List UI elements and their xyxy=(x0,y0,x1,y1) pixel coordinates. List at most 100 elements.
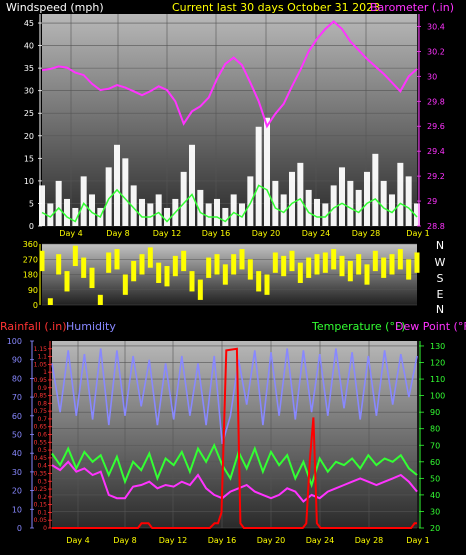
windspeed-bar xyxy=(80,176,87,226)
rain-x-tick-label: Day 1 xyxy=(406,536,429,545)
windspeed-bar xyxy=(372,153,379,226)
windspeed-bar xyxy=(230,194,237,226)
temperature-tick-label: 120 xyxy=(430,359,445,368)
windspeed-bar xyxy=(280,194,287,226)
windspeed-bar xyxy=(130,185,137,226)
dewpoint-line xyxy=(51,460,418,503)
windspeed-bar xyxy=(355,189,362,226)
rainfall-tick-label: 0.3 xyxy=(37,478,47,485)
windspeed-bar xyxy=(214,198,220,226)
windspeed-axis-label: Windspeed (mph) xyxy=(6,1,104,14)
rain-x-tick-label: Day 24 xyxy=(306,536,335,545)
temperature-tick-label: 70 xyxy=(430,441,440,450)
windspeed-bar xyxy=(114,144,120,226)
windspeed-tick-label: 35 xyxy=(24,64,34,73)
windspeed-bar xyxy=(147,203,154,226)
wind-x-tick-label: Day 28 xyxy=(352,229,381,238)
rain-x-tick-label: Day 4 xyxy=(66,536,89,545)
windspeed-bar xyxy=(405,176,412,226)
temperature-line xyxy=(51,442,418,489)
rain-x-tick-label: Day 8 xyxy=(113,536,136,545)
windspeed-bar xyxy=(39,185,45,226)
temperature-axis-label: Temperature (°F) xyxy=(311,320,406,333)
windspeed-bar xyxy=(289,171,295,226)
windspeed-tick-label: 45 xyxy=(24,19,34,28)
wind-x-tick-label: Day 20 xyxy=(252,229,281,238)
rainfall-tick-label: 0 xyxy=(43,525,47,532)
humidity-tick-label: 30 xyxy=(12,468,22,477)
barometer-tick-label: 30.4 xyxy=(427,22,445,31)
wind-plot-area xyxy=(42,14,417,226)
wind-x-tick-label: Day 4 xyxy=(59,229,82,238)
rainfall-line xyxy=(52,347,417,529)
rainfall-tick-label: 1 xyxy=(43,369,47,376)
humidity-tick-label: 60 xyxy=(12,412,22,421)
windspeed-tick-label: 30 xyxy=(24,87,34,96)
windspeed-bar xyxy=(314,198,320,226)
direction-ticks: 0 90 180 270 360 xyxy=(23,240,41,310)
rainfall-tick-label: 0.15 xyxy=(34,502,48,509)
wind-direction-series xyxy=(39,245,420,305)
direction-tick-label: 360 xyxy=(23,240,38,249)
windspeed-bar xyxy=(339,167,345,226)
windspeed-bar xyxy=(389,194,395,226)
rain-x-tick-label: Day 20 xyxy=(257,536,286,545)
rainfall-tick-label: 0.9 xyxy=(37,385,47,392)
compass-label: S xyxy=(437,272,444,285)
windspeed-ticks: 0 5 10 15 20 25 30 35 40 45 xyxy=(24,14,42,231)
windspeed-bar xyxy=(197,189,204,226)
windspeed-bar xyxy=(255,126,262,226)
barometer-tick-label: 29.2 xyxy=(427,172,445,181)
barometer-tick-label: 29 xyxy=(427,197,437,206)
humidity-tick-label: 50 xyxy=(12,431,22,440)
wind-x-tick-label: Day 24 xyxy=(302,229,331,238)
rainfall-tick-label: 1.15 xyxy=(34,346,48,353)
windspeed-bar xyxy=(414,203,420,226)
rainfall-tick-label: 0.2 xyxy=(37,494,47,501)
barometer-tick-label: 29.8 xyxy=(427,97,445,106)
rainfall-tick-label: 0.7 xyxy=(37,416,47,423)
windspeed-tick-label: 0 xyxy=(29,222,34,231)
humidity-tick-label: 80 xyxy=(12,374,22,383)
humidity-tick-label: 40 xyxy=(12,449,22,458)
windspeed-bar xyxy=(155,194,162,226)
direction-tick-label: 90 xyxy=(28,286,38,295)
windspeed-bar xyxy=(205,203,212,226)
rainfall-tick-label: 0.8 xyxy=(37,400,47,407)
windspeed-bar xyxy=(72,207,79,226)
temperature-tick-label: 40 xyxy=(430,491,440,500)
rainfall-tick-label: 0.85 xyxy=(34,393,48,400)
temperature-tick-label: 20 xyxy=(430,524,440,533)
windspeed-bar xyxy=(305,189,312,226)
compass-label: E xyxy=(437,288,444,301)
rainfall-tick-label: 0.25 xyxy=(34,486,48,493)
humidity-ticks: 0 10 20 30 40 50 60 70 80 90 100 xyxy=(7,337,34,533)
rainfall-tick-label: 0.35 xyxy=(34,470,48,477)
windspeed-bar xyxy=(397,162,404,226)
windspeed-bar xyxy=(105,167,112,226)
humidity-axis-label: Humidity xyxy=(66,320,116,333)
humidity-tick-label: 90 xyxy=(12,356,22,365)
direction-tick-label: 270 xyxy=(23,255,38,264)
chart-title: Current last 30 days October 31 2023 xyxy=(172,1,380,14)
wind-x-tick-label: Day 16 xyxy=(202,229,231,238)
rainfall-tick-label: 0.55 xyxy=(34,439,48,446)
humidity-tick-label: 20 xyxy=(12,487,22,496)
windspeed-bar xyxy=(47,203,54,226)
temperature-tick-label: 80 xyxy=(430,425,440,434)
dewpoint-axis-label: Dew Point (°F) xyxy=(395,320,466,333)
windspeed-tick-label: 15 xyxy=(24,154,34,163)
rainfall-tick-label: 0.75 xyxy=(34,408,48,415)
windspeed-tick-label: 20 xyxy=(24,132,34,141)
rain-humidity-temp-panel: Rainfall (.in) Humidity Temperature (°F)… xyxy=(0,320,466,545)
barometer-tick-label: 29.4 xyxy=(427,147,445,156)
direction-grid xyxy=(42,243,417,306)
windspeed-bar xyxy=(380,180,387,226)
rainfall-tick-label: 0.5 xyxy=(37,447,47,454)
wind-x-ticks: Day 4 Day 8 Day 12 Day 16 Day 20 Day 24 Day 28… xyxy=(59,229,429,238)
windspeed-bar xyxy=(347,180,354,226)
barometer-tick-label: 30 xyxy=(427,72,437,81)
temperature-tick-label: 110 xyxy=(430,375,445,384)
